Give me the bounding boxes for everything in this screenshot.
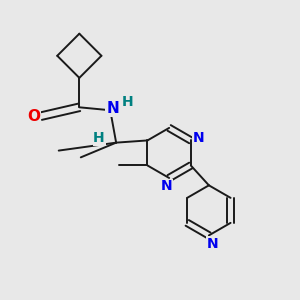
Text: O: O bbox=[27, 109, 40, 124]
Text: N: N bbox=[106, 101, 119, 116]
Text: H: H bbox=[122, 95, 133, 109]
Text: N: N bbox=[160, 179, 172, 193]
Text: N: N bbox=[207, 237, 218, 250]
Text: N: N bbox=[192, 131, 204, 145]
Text: H: H bbox=[93, 131, 105, 145]
